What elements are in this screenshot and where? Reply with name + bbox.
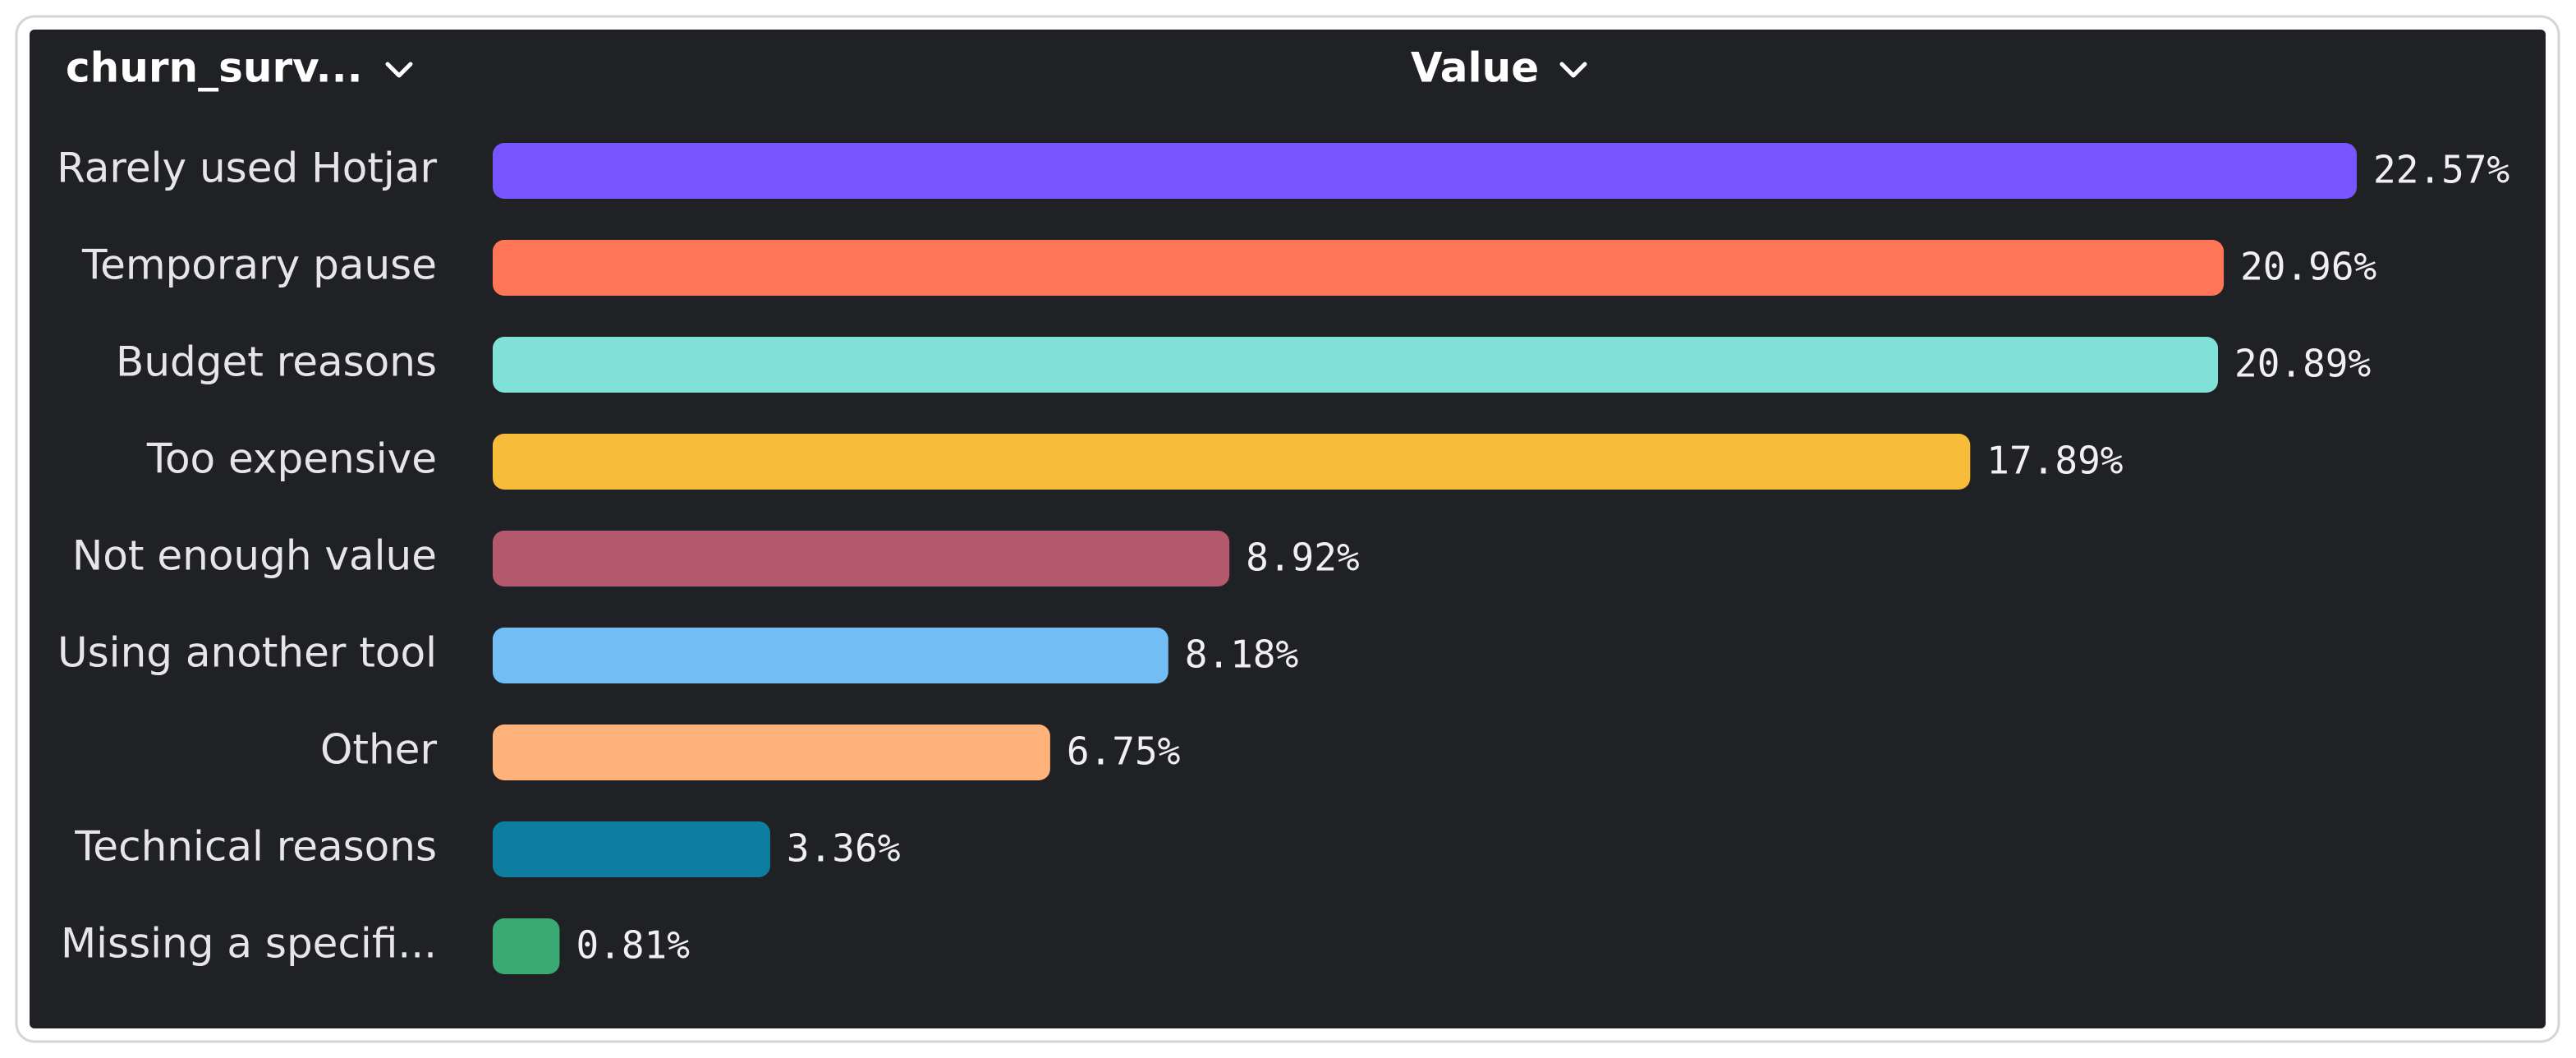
category-header[interactable]: churn_surv... [66, 44, 363, 92]
value-label: 20.96% [2240, 245, 2376, 289]
bar [493, 434, 1971, 490]
category-label: Budget reasons [116, 338, 437, 386]
bar [493, 628, 1169, 683]
bar [493, 337, 2219, 393]
bar [493, 240, 2225, 296]
bar [493, 724, 1050, 780]
value-label: 20.89% [2234, 342, 2371, 386]
category-label: Using another tool [57, 629, 437, 677]
bar [493, 821, 770, 877]
category-label: Missing a specifi... [61, 920, 437, 968]
category-label: Not enough value [72, 532, 437, 580]
value-label: 3.36% [787, 826, 900, 871]
chevron[interactable] [1559, 62, 1587, 78]
category-label: Other [320, 726, 437, 774]
value-label: 6.75% [1067, 729, 1180, 774]
bar [493, 531, 1230, 586]
bar [493, 143, 2357, 199]
category-label: Rarely used Hotjar [57, 145, 437, 192]
chevron[interactable] [385, 62, 413, 78]
value-label: 0.81% [576, 923, 689, 968]
value-label: 8.18% [1185, 632, 1298, 677]
category-label: Technical reasons [74, 823, 437, 871]
category-label: Too expensive [146, 435, 437, 483]
value-label: 8.92% [1246, 536, 1359, 580]
value-label: 22.57% [2373, 148, 2509, 192]
value-header[interactable]: Value [1411, 44, 1539, 92]
value-label: 17.89% [1986, 439, 2123, 483]
category-label: Temporary pause [81, 242, 437, 289]
bar [493, 918, 560, 974]
